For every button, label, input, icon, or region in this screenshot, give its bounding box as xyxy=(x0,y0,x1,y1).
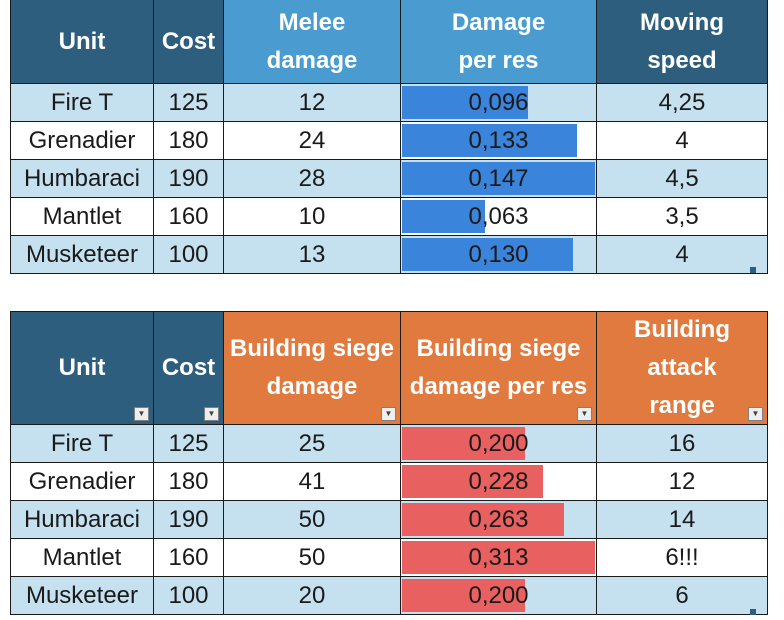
cell-melee-damage[interactable]: 10 xyxy=(224,198,401,236)
filter-dropdown-icon[interactable]: ▼ xyxy=(577,407,592,421)
data-bar xyxy=(402,124,577,157)
cell-value: 0,200 xyxy=(468,581,529,609)
cell-melee-damage[interactable]: 12 xyxy=(224,84,401,122)
cell-siege-damage-per-res[interactable]: 0,200 xyxy=(401,425,597,463)
data-bar xyxy=(402,200,485,233)
cell-siege-damage[interactable]: 20 xyxy=(224,577,401,615)
cell-unit[interactable]: Musketeer xyxy=(10,236,154,274)
cell-value: 0,228 xyxy=(468,467,529,495)
cell-attack-range[interactable]: 16 xyxy=(597,425,768,463)
cell-value: 0,263 xyxy=(468,505,529,533)
cell-moving-speed[interactable]: 4 xyxy=(597,236,768,274)
cell-siege-damage[interactable]: 41 xyxy=(224,463,401,501)
cell-siege-damage-per-res[interactable]: 0,313 xyxy=(401,539,597,577)
cell-siege-damage[interactable]: 50 xyxy=(224,501,401,539)
cell-damage-per-res[interactable]: 0,133 xyxy=(401,122,597,160)
cell-moving-speed[interactable]: 4,5 xyxy=(597,160,768,198)
cell-melee-damage[interactable]: 13 xyxy=(224,236,401,274)
cell-value: 0,096 xyxy=(468,88,529,116)
header-label: Building siege damage xyxy=(230,335,395,400)
cell-cost[interactable]: 180 xyxy=(154,122,224,160)
header-unit[interactable]: Unit xyxy=(10,0,154,84)
cell-cost[interactable]: 100 xyxy=(154,236,224,274)
cell-cost[interactable]: 180 xyxy=(154,463,224,501)
header-cost[interactable]: Cost ▼ xyxy=(154,311,224,425)
filter-dropdown-icon[interactable]: ▼ xyxy=(134,407,149,421)
header-label: Building attack range xyxy=(634,316,730,419)
cell-value: 0,133 xyxy=(468,126,529,154)
header-melee-damage[interactable]: Melee damage xyxy=(224,0,401,84)
cell-cost[interactable]: 190 xyxy=(154,160,224,198)
cell-damage-per-res[interactable]: 0,147 xyxy=(401,160,597,198)
cell-cost[interactable]: 100 xyxy=(154,577,224,615)
header-label: Unit xyxy=(58,354,106,381)
cell-siege-damage[interactable]: 25 xyxy=(224,425,401,463)
cell-cost[interactable]: 160 xyxy=(154,198,224,236)
cell-unit[interactable]: Grenadier xyxy=(10,122,154,160)
data-bar xyxy=(402,541,595,574)
data-bar xyxy=(402,162,595,195)
header-label: Building siege damage per res xyxy=(409,335,588,400)
cell-attack-range[interactable]: 14 xyxy=(597,501,768,539)
data-bar xyxy=(402,503,564,536)
cell-unit[interactable]: Grenadier xyxy=(10,463,154,501)
cell-cost[interactable]: 190 xyxy=(154,501,224,539)
cell-attack-range[interactable]: 12 xyxy=(597,463,768,501)
cell-unit[interactable]: Fire T xyxy=(10,84,154,122)
header-building-siege-damage-per-res[interactable]: Building siege damage per res ▼ xyxy=(401,311,597,425)
cell-value: 0,130 xyxy=(468,240,529,268)
cell-unit[interactable]: Humbaraci xyxy=(10,501,154,539)
header-unit[interactable]: Unit ▼ xyxy=(10,311,154,425)
filter-dropdown-icon[interactable]: ▼ xyxy=(204,407,219,421)
cell-cost[interactable]: 125 xyxy=(154,84,224,122)
cell-cost[interactable]: 125 xyxy=(154,425,224,463)
header-damage-per-res[interactable]: Damage per res xyxy=(401,0,597,84)
cell-unit[interactable]: Mantlet xyxy=(10,539,154,577)
cell-siege-damage-per-res[interactable]: 0,228 xyxy=(401,463,597,501)
cell-value: 0,063 xyxy=(468,202,529,230)
header-building-attack-range[interactable]: Building attack range ▼ xyxy=(597,311,768,425)
data-bar xyxy=(402,579,525,612)
header-building-siege-damage[interactable]: Building siege damage ▼ xyxy=(224,311,401,425)
cell-damage-per-res[interactable]: 0,063 xyxy=(401,198,597,236)
cell-siege-damage[interactable]: 50 xyxy=(224,539,401,577)
cell-value: 0,147 xyxy=(468,164,529,192)
data-bar xyxy=(402,86,528,119)
cell-moving-speed[interactable]: 4,25 xyxy=(597,84,768,122)
cell-siege-damage-per-res[interactable]: 0,263 xyxy=(401,501,597,539)
data-bar xyxy=(402,238,573,271)
cell-siege-damage-per-res[interactable]: 0,200 xyxy=(401,577,597,615)
cell-damage-per-res[interactable]: 0,130 xyxy=(401,236,597,274)
cell-unit[interactable]: Fire T xyxy=(10,425,154,463)
cell-unit[interactable]: Humbaraci xyxy=(10,160,154,198)
filter-dropdown-icon[interactable]: ▼ xyxy=(748,407,763,421)
cell-attack-range[interactable]: 6!!! xyxy=(597,539,768,577)
cell-unit[interactable]: Mantlet xyxy=(10,198,154,236)
filter-dropdown-icon[interactable]: ▼ xyxy=(381,407,396,421)
header-cost[interactable]: Cost xyxy=(154,0,224,84)
cell-melee-damage[interactable]: 28 xyxy=(224,160,401,198)
cell-moving-speed[interactable]: 3,5 xyxy=(597,198,768,236)
cell-moving-speed[interactable]: 4 xyxy=(597,122,768,160)
header-label: Cost xyxy=(161,354,216,381)
data-bar xyxy=(402,427,525,460)
table-resize-handle[interactable] xyxy=(750,267,756,273)
cell-attack-range[interactable]: 6 xyxy=(597,577,768,615)
cell-value: 0,313 xyxy=(468,543,529,571)
cell-cost[interactable]: 160 xyxy=(154,539,224,577)
data-bar xyxy=(402,465,543,498)
cell-damage-per-res[interactable]: 0,096 xyxy=(401,84,597,122)
cell-value: 0,200 xyxy=(468,429,529,457)
cell-unit[interactable]: Musketeer xyxy=(10,577,154,615)
cell-melee-damage[interactable]: 24 xyxy=(224,122,401,160)
header-moving-speed[interactable]: Moving speed xyxy=(597,0,768,84)
table-resize-handle[interactable] xyxy=(750,609,756,615)
